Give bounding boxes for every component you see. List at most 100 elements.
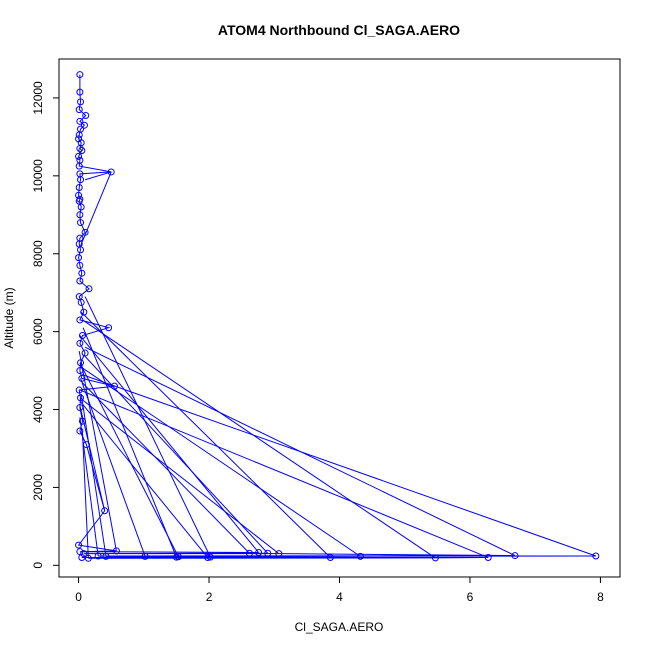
data-point xyxy=(105,324,113,332)
series-segment xyxy=(81,374,597,557)
series-segment xyxy=(81,432,89,559)
data-point xyxy=(107,168,115,176)
data-point xyxy=(204,554,212,562)
data-point xyxy=(84,554,92,562)
series-segment xyxy=(84,171,112,181)
data-point xyxy=(85,285,93,293)
data-point xyxy=(76,88,84,96)
y-tick-label: 6000 xyxy=(31,318,45,345)
data-point xyxy=(82,111,90,119)
data-point xyxy=(75,184,83,192)
data-point xyxy=(82,441,90,449)
y-tick-label: 12000 xyxy=(31,81,45,115)
data-point xyxy=(76,145,84,153)
data-point xyxy=(76,404,84,412)
y-axis: 0 2000 4000 6000 8000 10000 12000 xyxy=(31,81,60,569)
data-point xyxy=(484,554,492,562)
data-point xyxy=(80,121,88,129)
x-tick-label: 0 xyxy=(75,590,82,604)
data-point xyxy=(511,552,519,560)
series-segment xyxy=(83,354,269,554)
data-point xyxy=(141,552,149,560)
data-point xyxy=(78,374,86,382)
data-point xyxy=(174,553,182,561)
data-point xyxy=(76,261,84,269)
series-segment xyxy=(80,311,331,558)
data-point xyxy=(101,507,109,515)
data-point xyxy=(77,176,85,184)
data-point xyxy=(75,162,83,170)
series-segment xyxy=(78,351,117,551)
data-point xyxy=(80,308,88,316)
series-segment xyxy=(80,171,112,247)
series-segment xyxy=(79,389,489,558)
data-point xyxy=(112,547,120,555)
data-point xyxy=(77,98,85,106)
data-point xyxy=(77,246,85,254)
data-point xyxy=(94,552,102,560)
data-point xyxy=(76,316,84,324)
data-point xyxy=(76,339,84,347)
series-segment xyxy=(80,378,146,557)
data-point xyxy=(78,332,86,340)
data-point xyxy=(81,349,89,357)
series-lines xyxy=(77,74,597,559)
data-point xyxy=(75,541,83,549)
x-axis: 0 2 4 6 8 xyxy=(75,576,604,604)
data-point xyxy=(592,552,600,560)
data-point xyxy=(80,550,88,558)
x-tick-label: 2 xyxy=(206,590,213,604)
data-point xyxy=(264,549,272,557)
data-point xyxy=(77,394,85,402)
y-axis-label: Altitude (m) xyxy=(2,287,16,348)
data-point xyxy=(76,211,84,219)
data-point xyxy=(326,554,334,562)
series-segment xyxy=(84,346,516,557)
data-point xyxy=(76,71,84,79)
data-point xyxy=(356,552,364,560)
data-point xyxy=(78,554,86,562)
series-segment xyxy=(79,335,259,553)
data-point xyxy=(77,219,85,227)
data-point xyxy=(75,254,83,262)
data-point xyxy=(275,550,283,558)
chart-title: ATOM4 Northbound Cl_SAGA.AERO xyxy=(218,22,460,38)
data-point xyxy=(76,367,84,375)
data-point xyxy=(78,417,86,425)
data-point xyxy=(77,359,85,367)
data-point xyxy=(77,298,85,306)
data-point xyxy=(78,147,86,155)
data-point xyxy=(75,131,83,139)
series-segment xyxy=(80,401,209,558)
data-point xyxy=(102,552,110,560)
data-point xyxy=(75,152,83,160)
data-point xyxy=(75,386,83,394)
data-point xyxy=(81,228,89,236)
data-point xyxy=(77,203,85,211)
series-points xyxy=(75,71,600,562)
x-tick-label: 8 xyxy=(597,590,604,604)
data-point xyxy=(431,554,439,562)
data-point xyxy=(76,427,84,435)
series-segment xyxy=(79,405,106,511)
series-segment xyxy=(80,366,361,557)
series-segment xyxy=(79,397,280,555)
y-tick-label: 4000 xyxy=(31,396,45,423)
series-segment xyxy=(82,319,436,559)
data-point xyxy=(206,553,214,561)
y-tick-label: 0 xyxy=(31,562,45,569)
y-tick-label: 8000 xyxy=(31,240,45,267)
data-point xyxy=(76,117,84,125)
series-segment xyxy=(79,362,179,557)
data-point xyxy=(110,382,118,390)
data-point xyxy=(78,269,86,277)
series-segment xyxy=(81,381,250,554)
data-point xyxy=(75,106,83,114)
x-axis-label: Cl_SAGA.AERO xyxy=(295,620,384,634)
y-tick-label: 2000 xyxy=(31,474,45,501)
series-segment xyxy=(82,327,177,558)
x-tick-label: 4 xyxy=(336,590,343,604)
data-point xyxy=(245,549,253,557)
data-point xyxy=(76,277,84,285)
